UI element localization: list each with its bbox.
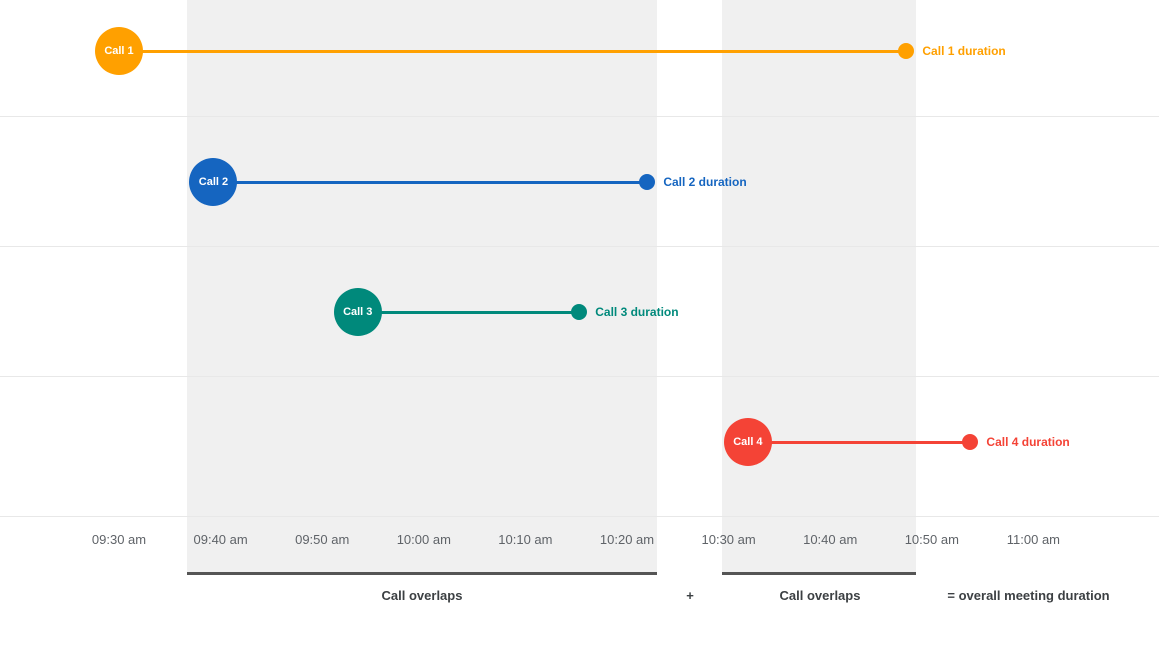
call-duration-line[interactable] — [357, 310, 580, 314]
call-duration-line[interactable] — [213, 180, 648, 184]
time-tick-label: 09:30 am — [91, 532, 147, 547]
call-end-circle[interactable] — [639, 174, 656, 190]
overall-duration-label: = overall meeting duration — [947, 588, 1110, 603]
call-end-circle[interactable] — [898, 43, 915, 59]
call-duration-label: Call 3 duration — [595, 305, 679, 319]
time-tick-label: 10:40 am — [803, 532, 858, 547]
call-end-circle[interactable] — [962, 434, 979, 450]
overlap-label-2: Call overlaps — [779, 588, 861, 603]
overlap-underline-2 — [721, 572, 917, 575]
call-duration-line[interactable] — [119, 49, 907, 53]
gridline — [0, 246, 1159, 247]
call-duration-label: Call 2 duration — [663, 175, 747, 189]
call-start-circle[interactable]: Call 4 — [723, 418, 772, 466]
time-tick-label: 10:00 am — [396, 532, 451, 547]
time-tick-label: 09:40 am — [193, 532, 248, 547]
overlap-region-1 — [187, 0, 658, 572]
time-tick-label: 10:30 am — [701, 532, 756, 547]
call-start-circle[interactable]: Call 2 — [189, 158, 238, 206]
overlap-underline-1 — [187, 572, 658, 575]
call-duration-label: Call 4 duration — [986, 435, 1070, 449]
time-tick-label: 10:20 am — [599, 532, 655, 547]
overlap-region-2 — [721, 0, 917, 572]
gridline — [0, 376, 1159, 377]
time-tick-label: 11:00 am — [1006, 532, 1061, 547]
call-duration-label: Call 1 duration — [922, 44, 1006, 58]
gridline — [0, 516, 1159, 517]
time-tick-label: 09:50 am — [295, 532, 350, 547]
plus-label: + — [686, 588, 694, 603]
gridline — [0, 116, 1159, 117]
call-start-circle[interactable]: Call 3 — [333, 288, 382, 336]
time-tick-label: 10:10 am — [498, 532, 553, 547]
call-duration-line[interactable] — [747, 440, 971, 444]
time-tick-label: 10:50 am — [904, 532, 959, 547]
call-start-circle[interactable]: Call 1 — [95, 27, 143, 75]
call-end-circle[interactable] — [571, 304, 588, 320]
overlap-label-1: Call overlaps — [381, 588, 463, 603]
